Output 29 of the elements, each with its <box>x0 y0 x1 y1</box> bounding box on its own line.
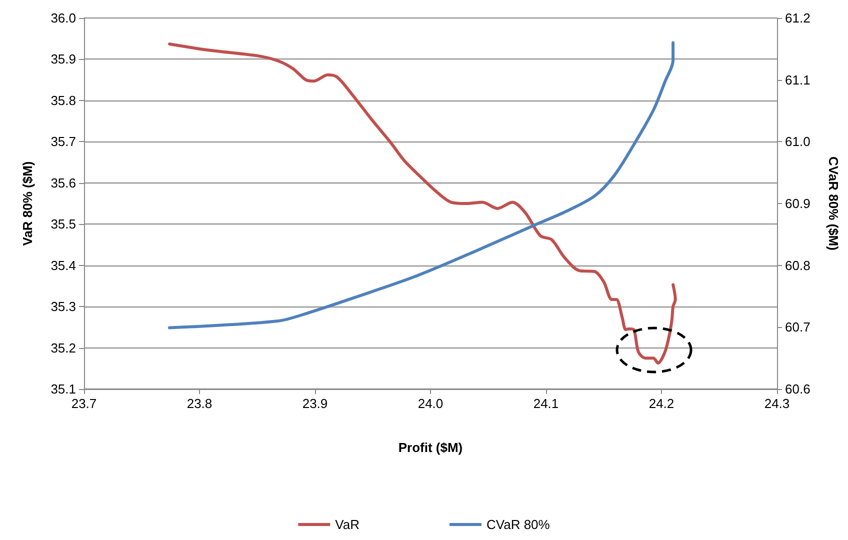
y2-tick-label: 61.0 <box>785 134 810 150</box>
y2-tick-label: 60.7 <box>785 320 810 335</box>
y-tick-label: 35.8 <box>50 92 76 108</box>
y2-tick-label: 60.9 <box>785 196 810 211</box>
y-tick-label: 35.2 <box>50 340 76 356</box>
legend-label: VaR <box>335 517 360 532</box>
x-tick-label: 24.0 <box>418 396 444 411</box>
y-tick-label: 35.1 <box>50 382 76 396</box>
x-tick-label: 24.3 <box>764 396 790 411</box>
y-tick-label: 35.7 <box>50 134 76 150</box>
y-tick-label: 35.6 <box>50 175 76 190</box>
y-tick-label: 35.9 <box>50 52 76 67</box>
x-axis-title: Profit ($M) <box>398 440 463 455</box>
y2-tick-label: 60.8 <box>785 258 810 273</box>
y-tick-label: 36.0 <box>50 10 76 26</box>
legend-label: CVaR 80% <box>486 517 550 532</box>
y-axis-title: VaR 80% ($M) <box>20 161 35 246</box>
x-tick-label: 24.2 <box>648 396 674 411</box>
x-tick-label: 23.7 <box>71 396 97 411</box>
x-tick-label: 23.8 <box>186 396 212 411</box>
y-tick-label: 35.3 <box>50 299 76 314</box>
y2-tick-label: 61.2 <box>785 10 810 26</box>
x-tick-label: 24.1 <box>533 396 559 411</box>
x-tick-label: 23.9 <box>302 396 328 411</box>
y2-tick-label: 61.1 <box>785 72 810 88</box>
y2-tick-label: 60.6 <box>785 382 810 396</box>
y2-axis-title: CVaR 80% ($M) <box>826 156 841 250</box>
y-tick-label: 35.4 <box>50 258 76 273</box>
y-tick-label: 35.5 <box>50 216 76 232</box>
